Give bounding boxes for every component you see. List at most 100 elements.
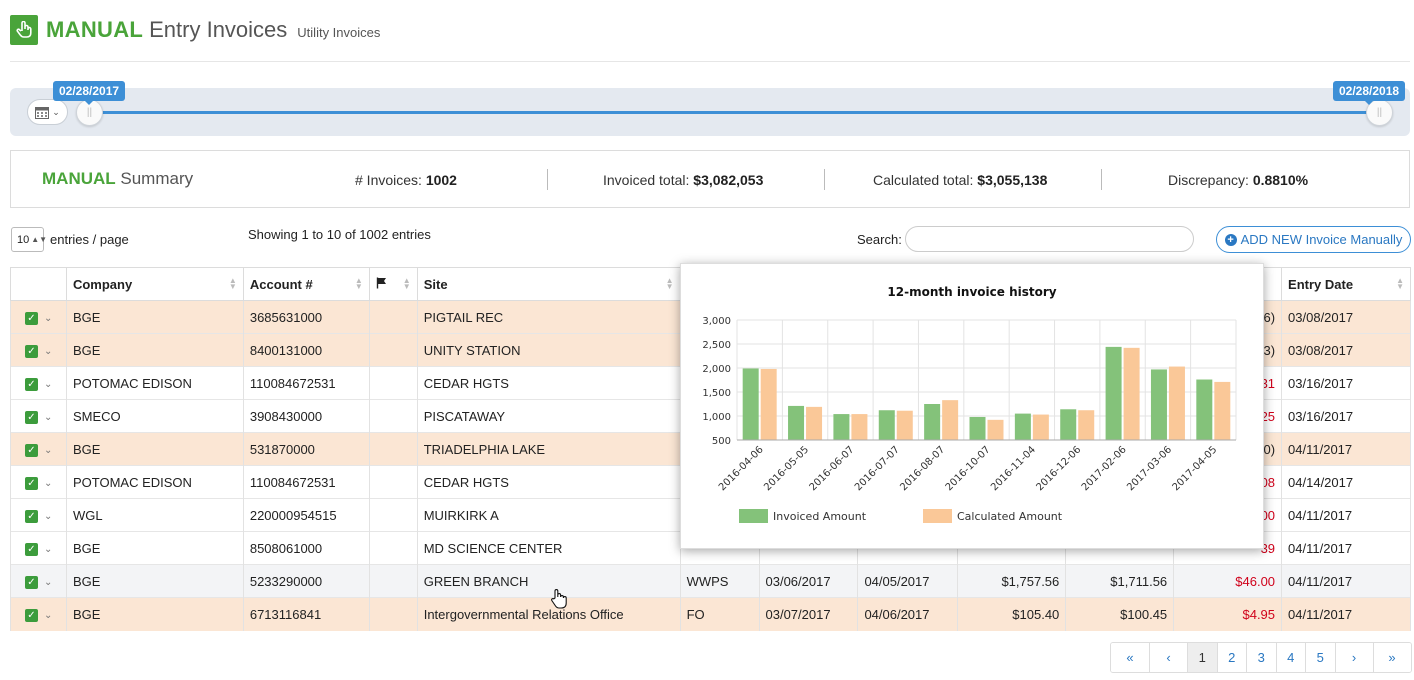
bar-calculated bbox=[942, 400, 959, 440]
entry-date-cell: 04/11/2017 bbox=[1281, 432, 1411, 466]
hand-cursor-icon bbox=[551, 589, 567, 609]
page-button[interactable]: » bbox=[1372, 643, 1411, 672]
row-select-cell[interactable]: ✓ ⌄ bbox=[10, 498, 67, 532]
row-select-cell[interactable]: ✓ ⌄ bbox=[10, 399, 67, 433]
chevron-down-icon[interactable]: ⌄ bbox=[44, 477, 53, 489]
flag-cell bbox=[368, 300, 418, 334]
column-header-select bbox=[10, 267, 67, 301]
x-tick-label: 2016-04-06 bbox=[717, 444, 766, 493]
chevron-down-icon[interactable]: ⌄ bbox=[44, 510, 53, 522]
chevron-down-icon[interactable]: ⌄ bbox=[44, 345, 53, 357]
chevron-down-icon[interactable]: ⌄ bbox=[44, 609, 53, 621]
table-row[interactable]: ✓ ⌄ BGE 6713116841 Intergovernmental Relatio… bbox=[10, 597, 1411, 631]
checkbox-checked-icon[interactable]: ✓ bbox=[25, 311, 38, 325]
summary-title: MANUAL Summary bbox=[42, 169, 194, 188]
column-header-entry-date[interactable]: Entry Date ▲ ▼ bbox=[1281, 267, 1411, 301]
flag-cell bbox=[368, 498, 418, 532]
x-tick-label: 2016-05-05 bbox=[762, 444, 811, 493]
invoiced-amount-cell: $1,757.56 bbox=[957, 564, 1067, 598]
checkbox-checked-icon[interactable]: ✓ bbox=[25, 377, 38, 391]
chart-title: 12-month invoice history bbox=[887, 285, 1057, 299]
divider bbox=[547, 169, 548, 190]
search-input[interactable] bbox=[905, 226, 1194, 252]
company-cell: BGE bbox=[65, 597, 244, 631]
entry-date-cell: 04/11/2017 bbox=[1281, 597, 1411, 631]
to-date-cell: 04/05/2017 bbox=[857, 564, 959, 598]
x-tick-label: 2016-06-07 bbox=[808, 444, 857, 493]
page-button[interactable]: 5 bbox=[1305, 643, 1335, 672]
chevron-down-icon[interactable]: ⌄ bbox=[44, 378, 53, 390]
page-button[interactable]: 1 bbox=[1187, 643, 1217, 672]
search-label: Search: bbox=[857, 232, 902, 247]
type-cell: FO bbox=[679, 597, 760, 631]
entries-per-page-select[interactable]: 10 ▲▼ bbox=[11, 227, 48, 252]
checkbox-checked-icon[interactable]: ✓ bbox=[25, 575, 38, 589]
account-cell: 5233290000 bbox=[242, 564, 370, 598]
page-button[interactable]: 3 bbox=[1246, 643, 1276, 672]
type-cell: WWPS bbox=[679, 564, 760, 598]
checkbox-checked-icon[interactable]: ✓ bbox=[25, 509, 38, 523]
row-select-cell[interactable]: ✓ ⌄ bbox=[10, 465, 67, 499]
column-header-account[interactable]: Account # ▲ ▼ bbox=[242, 267, 370, 301]
bar-invoiced bbox=[742, 368, 759, 440]
add-new-invoice-button[interactable]: + ADD NEW Invoice Manually bbox=[1216, 226, 1411, 253]
bar-invoiced bbox=[1196, 379, 1213, 440]
row-select-cell[interactable]: ✓ ⌄ bbox=[10, 531, 67, 565]
page-button[interactable]: ‹ bbox=[1149, 643, 1187, 672]
slider-end-handle[interactable]: || 02/28/2018 bbox=[1333, 81, 1406, 126]
divider bbox=[1101, 169, 1102, 190]
row-select-cell[interactable]: ✓ ⌄ bbox=[10, 366, 67, 400]
chevron-down-icon[interactable]: ⌄ bbox=[44, 312, 53, 324]
checkbox-checked-icon[interactable]: ✓ bbox=[25, 476, 38, 490]
checkbox-checked-icon[interactable]: ✓ bbox=[25, 542, 38, 556]
header-divider bbox=[10, 61, 1410, 62]
entry-date-cell: 03/08/2017 bbox=[1281, 333, 1411, 367]
company-cell: SMECO bbox=[65, 399, 244, 433]
page-button[interactable]: 2 bbox=[1216, 643, 1246, 672]
column-header-site[interactable]: Site ▲ ▼ bbox=[416, 267, 681, 301]
row-select-cell[interactable]: ✓ ⌄ bbox=[10, 564, 67, 598]
difference-cell: $46.00 bbox=[1173, 564, 1283, 598]
pagination: «‹ 1 2 3 4 5 ›» bbox=[1110, 642, 1412, 673]
slider-start-handle[interactable]: || 02/28/2017 bbox=[53, 81, 126, 126]
entry-date-cell: 04/11/2017 bbox=[1281, 498, 1411, 532]
chevron-down-icon[interactable]: ⌄ bbox=[44, 444, 53, 456]
row-select-cell[interactable]: ✓ ⌄ bbox=[10, 432, 67, 466]
x-tick-label: 2016-10-07 bbox=[944, 444, 993, 493]
legend-swatch bbox=[923, 509, 952, 523]
checkbox-checked-icon[interactable]: ✓ bbox=[25, 344, 38, 358]
chevron-down-icon[interactable]: ⌄ bbox=[44, 411, 53, 423]
row-select-cell[interactable]: ✓ ⌄ bbox=[10, 597, 67, 631]
row-select-cell[interactable]: ✓ ⌄ bbox=[10, 333, 67, 367]
chevron-down-icon[interactable]: ⌄ bbox=[44, 543, 53, 555]
account-cell: 220000954515 bbox=[242, 498, 370, 532]
bar-invoiced bbox=[1150, 369, 1167, 440]
checkbox-checked-icon[interactable]: ✓ bbox=[25, 608, 38, 622]
y-tick-label: 2,500 bbox=[702, 340, 731, 351]
chevron-down-icon[interactable]: ⌄ bbox=[44, 576, 53, 588]
x-tick-label: 2017-03-06 bbox=[1125, 444, 1174, 493]
checkbox-checked-icon[interactable]: ✓ bbox=[25, 410, 38, 424]
x-tick-label: 2016-11-04 bbox=[989, 444, 1038, 493]
row-select-cell[interactable]: ✓ ⌄ bbox=[10, 300, 67, 334]
page-button[interactable]: « bbox=[1111, 643, 1149, 672]
bar-invoiced bbox=[788, 405, 805, 440]
calendar-button[interactable]: ⌄ bbox=[27, 99, 68, 125]
checkbox-checked-icon[interactable]: ✓ bbox=[25, 443, 38, 457]
company-cell: BGE bbox=[65, 531, 244, 565]
page-button[interactable]: 4 bbox=[1275, 643, 1305, 672]
site-cell: GREEN BRANCH bbox=[416, 564, 681, 598]
flag-cell bbox=[368, 333, 418, 367]
column-header-company[interactable]: Company ▲ ▼ bbox=[65, 267, 244, 301]
bar-invoiced bbox=[833, 414, 850, 440]
account-cell: 3908430000 bbox=[242, 399, 370, 433]
sort-arrows-icon: ▲▼ bbox=[31, 235, 48, 244]
table-row[interactable]: ✓ ⌄ BGE 5233290000 GREEN BRANCH WWPS 03/06/201… bbox=[10, 564, 1411, 598]
site-cell: CEDAR HGTS bbox=[416, 465, 681, 499]
column-header-flag[interactable]: ▲ ▼ bbox=[368, 267, 418, 301]
account-cell: 8400131000 bbox=[242, 333, 370, 367]
slider-track[interactable] bbox=[89, 111, 1378, 114]
from-date-cell: 03/06/2017 bbox=[758, 564, 859, 598]
page-button[interactable]: › bbox=[1334, 643, 1373, 672]
calculated-amount-cell: $1,711.56 bbox=[1065, 564, 1175, 598]
